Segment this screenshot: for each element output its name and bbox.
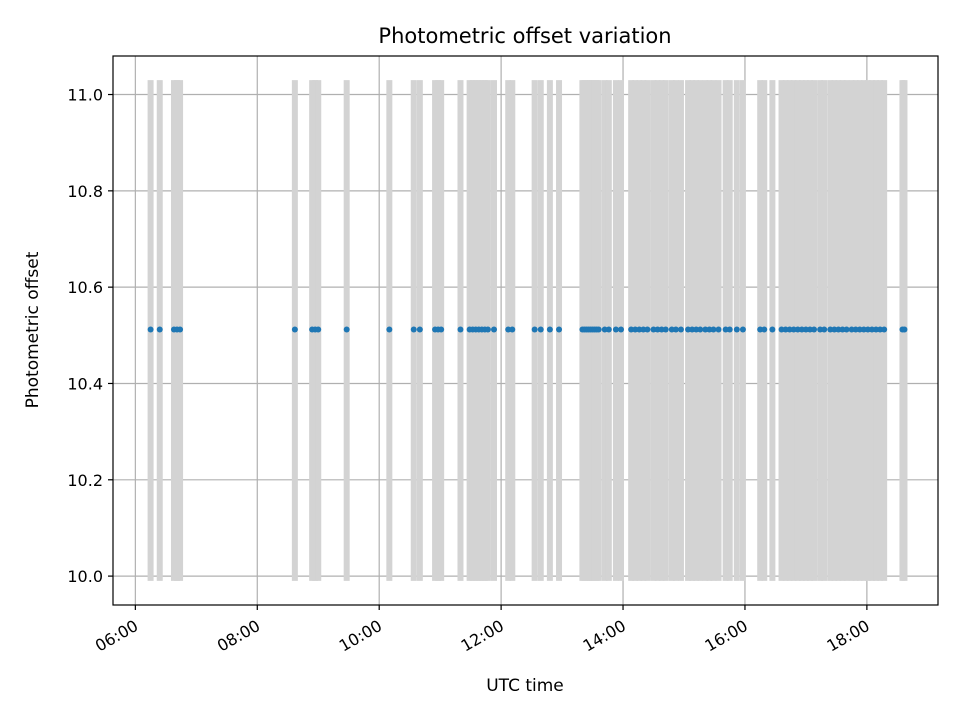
data-point: [147, 326, 154, 333]
data-point: [811, 326, 818, 333]
data-point: [605, 326, 612, 333]
data-point: [410, 326, 417, 333]
data-point: [715, 326, 722, 333]
data-point: [491, 326, 498, 333]
data-point: [343, 326, 350, 333]
chart-title: Photometric offset variation: [378, 24, 671, 48]
data-point: [901, 326, 908, 333]
data-point: [662, 326, 669, 333]
x-axis: 06:00 08:00 10:00 12:00 14:00 16:00 18:00: [92, 605, 873, 656]
x-tick-label: 18:00: [823, 616, 872, 656]
data-point: [769, 326, 776, 333]
data-point: [733, 326, 740, 333]
y-tick-label: 10.2: [67, 471, 103, 490]
x-axis-label: UTC time: [486, 676, 564, 696]
data-point: [291, 326, 298, 333]
data-point: [644, 326, 651, 333]
x-tick-label: 12:00: [458, 616, 507, 656]
y-axis: 10.0 10.2 10.4 10.6 10.8 11.0: [67, 86, 113, 586]
data-point: [531, 326, 538, 333]
data-point: [556, 326, 563, 333]
data-point: [843, 326, 850, 333]
data-point: [672, 326, 679, 333]
x-tick-label: 08:00: [214, 616, 263, 656]
data-points: [147, 326, 908, 333]
data-point: [484, 326, 491, 333]
data-point: [710, 326, 717, 333]
y-tick-label: 10.0: [67, 567, 103, 586]
data-point: [881, 326, 888, 333]
data-point: [761, 326, 768, 333]
x-tick-label: 16:00: [702, 616, 751, 656]
x-tick-label: 14:00: [580, 616, 629, 656]
data-point: [618, 326, 625, 333]
data-point: [315, 326, 322, 333]
data-point: [546, 326, 553, 333]
data-point: [386, 326, 393, 333]
data-point: [177, 326, 184, 333]
y-tick-label: 10.8: [67, 182, 103, 201]
data-point: [726, 326, 733, 333]
data-point: [156, 326, 163, 333]
data-point: [612, 326, 619, 333]
y-tick-label: 10.6: [67, 278, 103, 297]
data-point: [595, 326, 602, 333]
x-tick-label: 06:00: [92, 616, 141, 656]
data-point: [416, 326, 423, 333]
y-tick-label: 10.4: [67, 374, 103, 393]
data-point: [697, 326, 704, 333]
y-axis-label: Photometric offset: [23, 251, 43, 408]
plot-frame: [112, 55, 939, 606]
data-point: [677, 326, 684, 333]
data-point: [821, 326, 828, 333]
data-point: [509, 326, 516, 333]
data-point: [739, 326, 746, 333]
x-tick-label: 10:00: [336, 616, 385, 656]
data-point: [537, 326, 544, 333]
data-point: [438, 326, 445, 333]
data-point: [457, 326, 464, 333]
y-tick-label: 11.0: [67, 86, 103, 105]
